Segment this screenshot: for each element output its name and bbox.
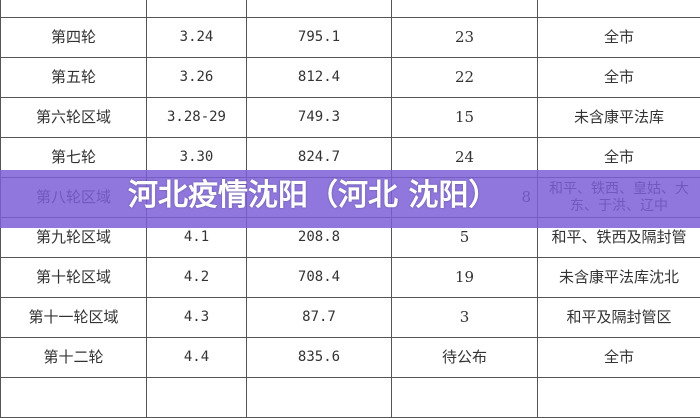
cell-round: 第四轮: [1, 18, 147, 58]
cell-round: 第六轮区域: [1, 98, 147, 138]
cell-date: 4.4: [147, 338, 247, 378]
cell-area: 全市: [538, 18, 700, 58]
cell-count: 23: [392, 18, 538, 58]
cell-date: [147, 0, 247, 18]
table-row: [1, 378, 700, 418]
cell-area: 全市: [538, 58, 700, 98]
cell-area: 未含康平法库: [538, 98, 700, 138]
cell-round: 第五轮: [1, 58, 147, 98]
cell-round: 第十二轮: [1, 338, 147, 378]
cell-volume: 708.4: [247, 258, 392, 298]
cell-volume: [247, 0, 392, 18]
cell-volume: [247, 378, 392, 418]
banner-title: 河北疫情沈阳（河北 沈阳）: [128, 178, 498, 214]
cell-count: 待公布: [392, 338, 538, 378]
cell-volume: 812.4: [247, 58, 392, 98]
cell-area: [538, 0, 700, 18]
cell-round: [1, 0, 147, 18]
cell-round: [1, 378, 147, 418]
cell-count: [392, 0, 538, 18]
cell-date: 3.24: [147, 18, 247, 58]
cell-count: 22: [392, 58, 538, 98]
table-row: [1, 0, 700, 18]
cell-volume: 795.1: [247, 18, 392, 58]
cell-volume: 749.3: [247, 98, 392, 138]
cell-date: 3.28-29: [147, 98, 247, 138]
cell-area: 全市: [538, 338, 700, 378]
cell-round: 第十轮区域: [1, 258, 147, 298]
cell-date: [147, 378, 247, 418]
cell-area: [538, 378, 700, 418]
cell-count: 3: [392, 298, 538, 338]
cell-date: 4.3: [147, 298, 247, 338]
cell-round: 第十一轮区域: [1, 298, 147, 338]
cell-count: [392, 378, 538, 418]
cell-count: 19: [392, 258, 538, 298]
cell-area: 未含康平法库沈北: [538, 258, 700, 298]
cell-count: 15: [392, 98, 538, 138]
cell-area: 和平及隔封管区: [538, 298, 700, 338]
cell-volume: 835.6: [247, 338, 392, 378]
cell-volume: 87.7: [247, 298, 392, 338]
cell-date: 3.26: [147, 58, 247, 98]
cell-date: 4.2: [147, 258, 247, 298]
